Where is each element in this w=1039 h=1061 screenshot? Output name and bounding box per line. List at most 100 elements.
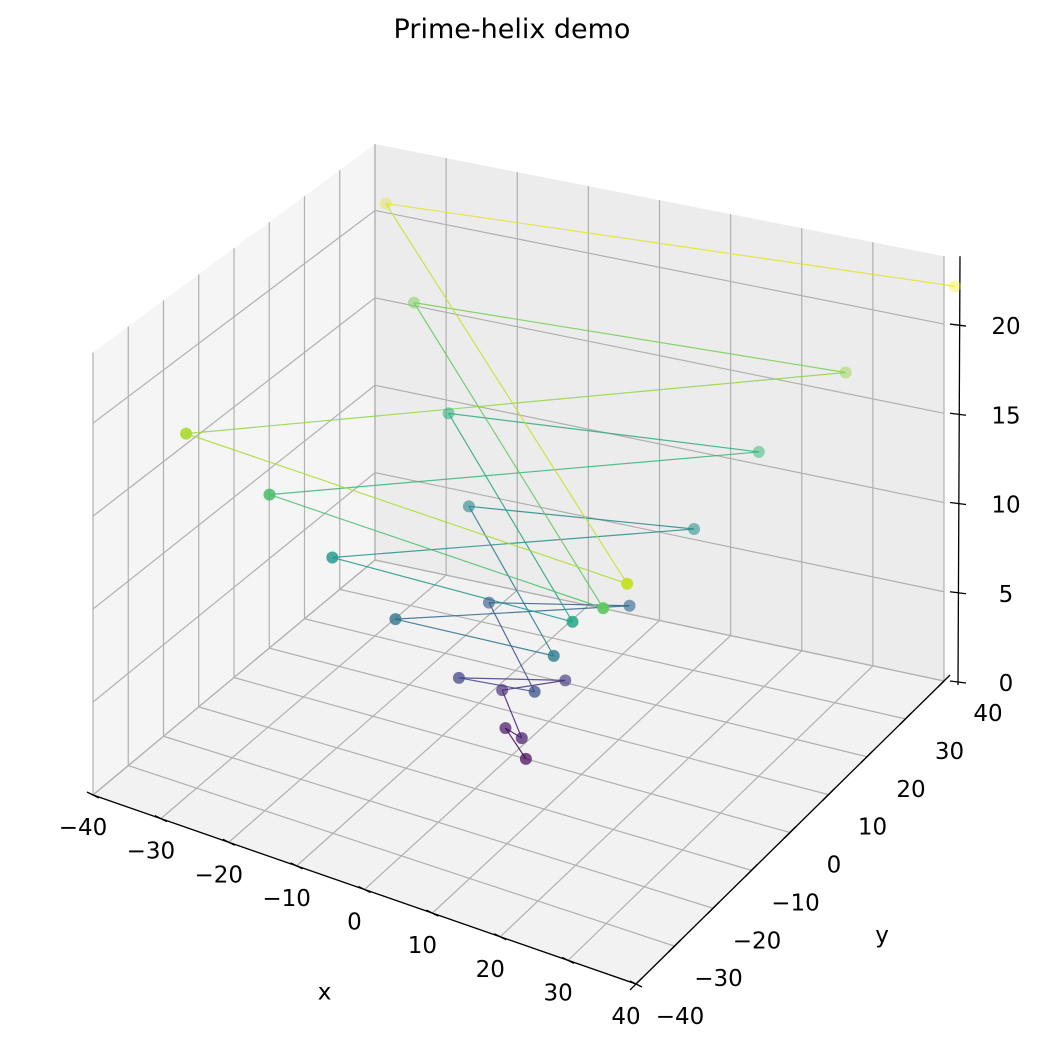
data-point bbox=[407, 296, 420, 309]
data-point bbox=[621, 577, 634, 590]
data-point bbox=[180, 427, 193, 440]
grid-line-z bbox=[92, 297, 945, 517]
y-tick-label: 30 bbox=[935, 739, 964, 765]
data-point bbox=[442, 407, 455, 420]
grid-line-z bbox=[92, 209, 945, 424]
data-point bbox=[597, 602, 610, 615]
series-segment bbox=[385, 203, 628, 585]
series-segment bbox=[501, 689, 523, 739]
series-segment bbox=[269, 494, 604, 609]
series-segment bbox=[448, 413, 574, 623]
z-tick-label: 10 bbox=[991, 493, 1020, 519]
data-point bbox=[547, 649, 560, 662]
data-point bbox=[752, 445, 765, 458]
series-segment bbox=[458, 677, 535, 693]
series-segment bbox=[502, 679, 566, 691]
series-lines bbox=[185, 202, 956, 760]
series-segment bbox=[332, 528, 695, 559]
x-tick-label: 10 bbox=[408, 933, 437, 959]
data-point bbox=[326, 551, 339, 564]
grid-line-z bbox=[92, 384, 945, 610]
x-tick-mark bbox=[154, 815, 168, 823]
data-point bbox=[528, 685, 541, 698]
series-points bbox=[180, 197, 961, 765]
y-tick-label: 40 bbox=[973, 701, 1002, 727]
z-tick-mark bbox=[949, 680, 967, 684]
axis-panes bbox=[93, 144, 944, 984]
y-tick-mark bbox=[745, 863, 758, 877]
y-tick-mark bbox=[783, 826, 797, 839]
data-point bbox=[379, 197, 392, 210]
y-tick-mark bbox=[706, 901, 720, 915]
series-segment bbox=[488, 602, 536, 692]
y-tick-label: 20 bbox=[896, 777, 925, 803]
series-segment bbox=[395, 618, 554, 657]
floor-pane bbox=[93, 560, 944, 984]
data-point bbox=[623, 599, 636, 612]
series-segment bbox=[332, 556, 573, 623]
series-segment bbox=[269, 451, 759, 496]
x-tick-label: −20 bbox=[194, 862, 243, 888]
y-tick-label: 10 bbox=[858, 815, 887, 841]
data-point bbox=[263, 488, 276, 501]
data-point bbox=[499, 722, 512, 735]
z-tick-mark bbox=[949, 412, 967, 416]
y-tick-mark bbox=[860, 750, 874, 764]
series-segment bbox=[186, 371, 846, 435]
data-point bbox=[515, 732, 528, 745]
series-segment bbox=[504, 727, 527, 760]
y-tick-mark bbox=[668, 939, 681, 953]
y-tick-mark bbox=[822, 788, 835, 802]
x-tick-label: −40 bbox=[59, 815, 108, 841]
x-tick-label: 30 bbox=[543, 980, 572, 1006]
z-axis-line bbox=[957, 256, 961, 686]
z-tick-mark bbox=[949, 501, 967, 506]
x-tick-label: 0 bbox=[347, 910, 362, 936]
data-point bbox=[452, 671, 465, 684]
x-tick-label: 20 bbox=[476, 957, 505, 983]
series-segment bbox=[395, 605, 630, 620]
series-segment bbox=[413, 302, 604, 609]
series-segment bbox=[458, 677, 566, 681]
data-point bbox=[389, 613, 402, 626]
z-tick-label: 15 bbox=[991, 403, 1020, 429]
z-tick-label: 20 bbox=[991, 314, 1020, 340]
x-tick-label: 40 bbox=[611, 1004, 640, 1030]
data-point bbox=[496, 684, 509, 697]
y-tick-label: −40 bbox=[656, 1004, 705, 1030]
x-tick-mark bbox=[86, 791, 100, 799]
data-point bbox=[462, 500, 475, 513]
series-segment bbox=[413, 302, 846, 374]
y-tick-mark bbox=[629, 977, 643, 991]
chart-title: Prime-helix demo bbox=[393, 14, 631, 45]
grid-line-z bbox=[92, 471, 945, 703]
z-tick-label: 0 bbox=[999, 671, 1014, 697]
series-segment bbox=[185, 433, 628, 585]
x-tick-mark bbox=[358, 885, 371, 894]
z-tick-mark bbox=[949, 591, 967, 595]
x-tick-mark bbox=[222, 838, 236, 846]
x-tick-mark bbox=[426, 909, 439, 917]
x-tick-label: −10 bbox=[262, 886, 311, 912]
x-tick-mark bbox=[561, 956, 575, 964]
series-segment bbox=[448, 412, 759, 453]
data-point bbox=[519, 752, 532, 765]
x-axis-label: x bbox=[318, 980, 332, 1006]
series-segment bbox=[385, 202, 956, 287]
data-point bbox=[482, 596, 495, 609]
y-tick-label: −30 bbox=[694, 966, 743, 992]
x-tick-mark bbox=[290, 862, 303, 870]
x-tick-mark bbox=[493, 933, 507, 941]
x-tick-label: −30 bbox=[127, 839, 176, 865]
data-point bbox=[566, 615, 579, 628]
y-tick-label: −20 bbox=[733, 928, 782, 954]
z-tick-mark bbox=[949, 323, 967, 327]
y-tick-label: 0 bbox=[827, 853, 842, 879]
data-point bbox=[559, 674, 572, 687]
data-point bbox=[839, 366, 852, 379]
z-tick-label: 5 bbox=[999, 582, 1014, 608]
y-tick-label: −10 bbox=[771, 890, 820, 916]
data-point bbox=[948, 280, 961, 293]
y-tick-mark bbox=[899, 712, 912, 726]
